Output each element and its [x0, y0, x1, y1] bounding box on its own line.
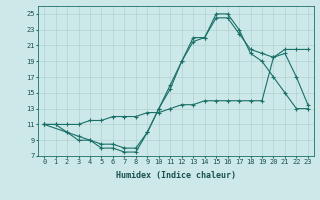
X-axis label: Humidex (Indice chaleur): Humidex (Indice chaleur) [116, 171, 236, 180]
